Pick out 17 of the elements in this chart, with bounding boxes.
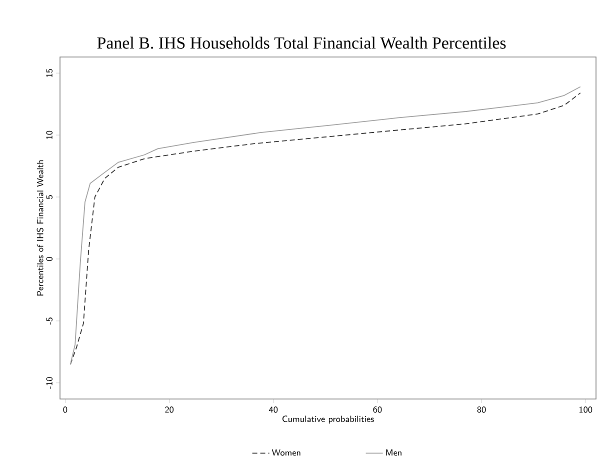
x-tick-label: 0 (63, 406, 68, 413)
legend-label: Women (272, 449, 300, 456)
x-tick-label: 80 (477, 406, 486, 413)
x-tick-label: 40 (269, 406, 278, 413)
y-tick-label: 10 (46, 130, 53, 139)
y-tick-label: 15 (46, 68, 53, 77)
x-tick-label: 60 (373, 406, 382, 413)
y-axis-title: Percentiles of IHS Financial Wealth (36, 160, 44, 296)
y-tick-label: -5 (46, 318, 53, 325)
x-tick-label: 100 (580, 406, 592, 413)
x-axis-title: Cumulative probabilities (282, 416, 374, 424)
x-tick-label: 20 (165, 406, 174, 413)
y-tick-label: 5 (46, 195, 53, 199)
chart-title: Panel B. IHS Households Total Financial Wealth Percentiles (97, 36, 506, 49)
y-tick-label: -10 (46, 377, 53, 389)
legend-label: Men (386, 449, 402, 456)
y-tick-label: 0 (46, 257, 53, 261)
